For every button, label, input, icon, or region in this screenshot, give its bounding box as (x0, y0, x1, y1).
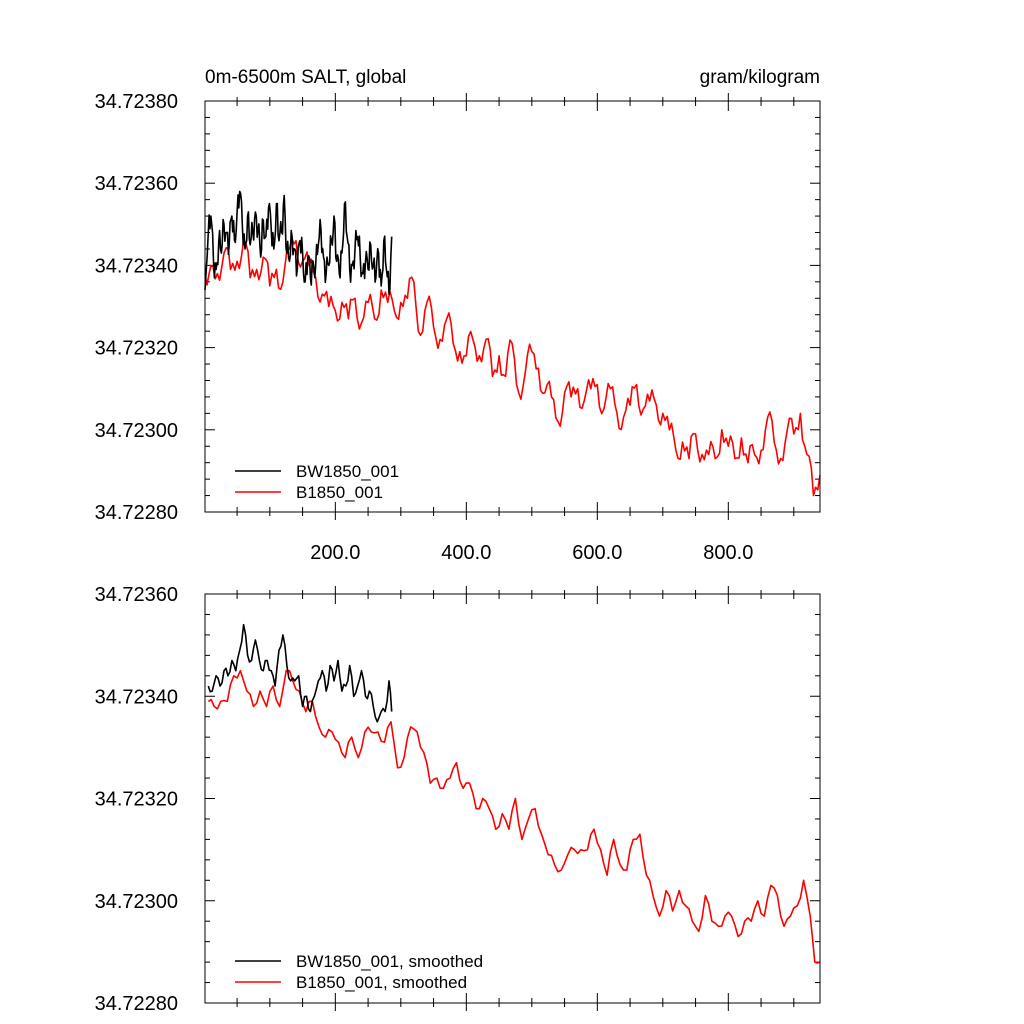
bottom-panel-ticks (205, 586, 820, 1011)
legend-label-b1850-smoothed: B1850_001, smoothed (296, 973, 467, 992)
series-line-bw1850 (204, 190, 393, 295)
top-panel-y-tick-labels: 34.72280 34.72300 34.72320 34.72340 34.72360… (95, 91, 178, 524)
top-panel-legend: BW1850_001 B1850_001 (235, 462, 399, 502)
y-tick-label: 34.72380 (95, 91, 178, 113)
bottom-panel: 34.72280 34.72300 34.72320 34.72340 34.72360… (95, 584, 821, 1015)
top-panel: 0m-6500m SALT, global gram/kilogram 34.7… (95, 67, 821, 564)
y-tick-label: 34.72280 (95, 993, 178, 1015)
title-right-units: gram/kilogram (700, 67, 820, 88)
x-tick-label: 400.0 (441, 542, 491, 564)
bottom-panel-y-tick-labels: 34.72280 34.72300 34.72320 34.72340 34.72360 (95, 584, 178, 1015)
y-tick-label: 34.72340 (95, 686, 178, 708)
legend-label-bw1850: BW1850_001 (296, 462, 399, 481)
y-tick-label: 34.72280 (95, 502, 178, 524)
x-tick-label: 600.0 (572, 542, 622, 564)
legend-label-b1850: B1850_001 (296, 483, 383, 502)
y-tick-label: 34.72320 (95, 789, 178, 811)
y-tick-label: 34.72320 (95, 338, 178, 360)
legend-label-bw1850-smoothed: BW1850_001, smoothed (296, 952, 483, 971)
bottom-panel-legend: BW1850_001, smoothed B1850_001, smoothed (235, 952, 483, 992)
bottom-panel-series (207, 623, 821, 964)
y-tick-label: 34.72300 (95, 891, 178, 913)
series-line-b1850-smoothed (207, 669, 821, 964)
top-panel-series (204, 190, 821, 497)
x-tick-label: 800.0 (703, 542, 753, 564)
series-line-bw1850-smoothed (207, 623, 393, 723)
bottom-panel-frame (204, 593, 821, 1004)
series-line-b1850 (204, 236, 821, 497)
y-tick-label: 34.72360 (95, 173, 178, 195)
top-panel-frame (204, 100, 821, 513)
y-tick-label: 34.72360 (95, 584, 178, 606)
y-tick-label: 34.72300 (95, 420, 178, 442)
title-left: 0m-6500m SALT, global (205, 67, 406, 88)
x-tick-label: 200.0 (310, 542, 360, 564)
y-tick-label: 34.72340 (95, 255, 178, 277)
top-panel-x-tick-labels: 200.0 400.0 600.0 800.0 (310, 542, 753, 564)
